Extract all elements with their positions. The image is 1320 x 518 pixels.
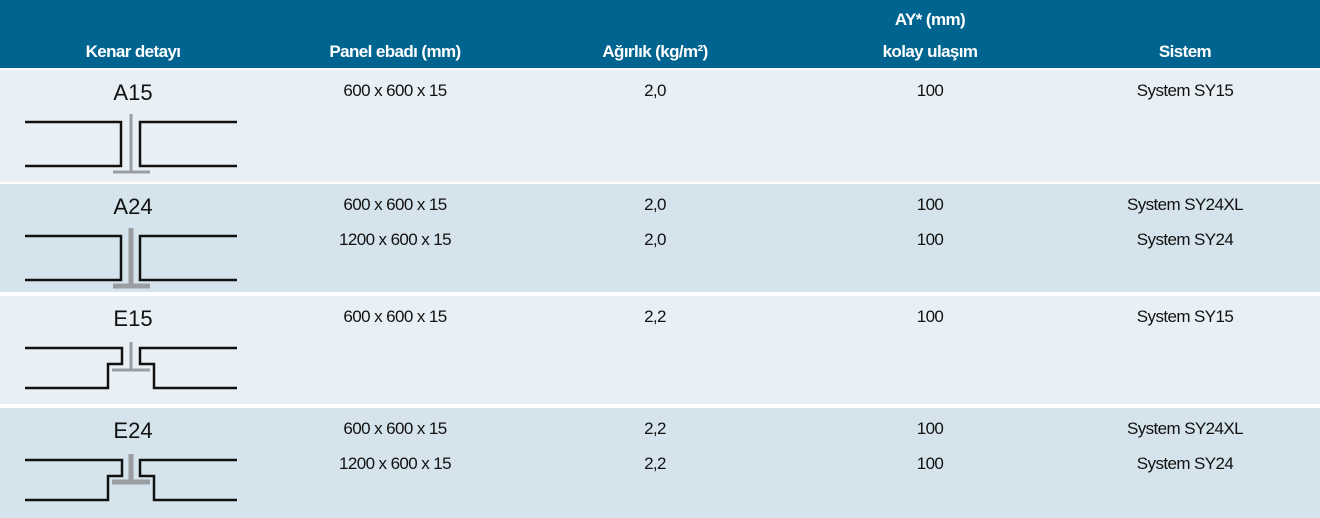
table-row: A24 600 x 600 x 15 2,0 100 System SY24XL 1200… [0,184,1320,292]
header-cell: Kenar detayı [85,42,181,61]
panel-edge [138,346,237,390]
header-cell: AY* (mm) [894,10,966,29]
edge-code: E24 [113,418,153,443]
cell: 2,0 [644,81,666,100]
cell: 100 [916,454,944,473]
edge-profile [25,114,237,174]
edge-profile [25,454,237,502]
edge-code: E15 [113,306,153,331]
table-row: E15 600 x 600 x 15 2,2 100 System SY15 [0,296,1320,404]
panel-edge [25,120,123,168]
header-cell: Sistem [1158,42,1212,61]
panel-edge [25,458,124,502]
cell: 100 [916,419,944,438]
cell: System SY24 [1136,230,1234,249]
cell: 2,0 [644,230,666,249]
cell: 2,2 [644,307,666,326]
edge-code: A24 [113,194,153,219]
edge-profile [25,342,237,390]
cell: 1200 x 600 x 15 [339,230,452,249]
edge-code: A15 [113,80,153,105]
cell: 1200 x 600 x 15 [339,454,452,473]
panel-edge [138,234,237,282]
header-cell: kolay ulaşım [882,42,978,61]
cell: 2,2 [644,419,666,438]
panel-edge [138,120,237,168]
cell: 600 x 600 x 15 [343,307,447,326]
header-cell: Ağırlık (kg/m²) [602,42,708,61]
cell: 100 [916,81,944,100]
cell: System SY15 [1136,307,1234,326]
cell: 600 x 600 x 15 [343,81,447,100]
cell: 2,2 [644,454,666,473]
cell: 600 x 600 x 15 [343,419,447,438]
panel-edge [25,346,124,390]
table-header: Kenar detayı Panel ebadı (mm) Ağırlık (k… [0,0,1320,68]
cell: 100 [916,230,944,249]
cell: System SY24 [1136,454,1234,473]
cell: 2,0 [644,195,666,214]
cell: 100 [916,307,944,326]
cell: 100 [916,195,944,214]
header-cell: Panel ebadı (mm) [329,42,461,61]
cell: System SY15 [1136,81,1234,100]
table-row: E24 600 x 600 x 15 2,2 100 System SY24XL 1200… [0,408,1320,518]
cell: System SY24XL [1127,419,1244,438]
cell: 600 x 600 x 15 [343,195,447,214]
panel-edge [25,234,123,282]
table-row: A15 600 x 600 x 15 2,0 100 System SY15 [0,70,1320,182]
edge-profile [25,228,237,289]
cell: System SY24XL [1127,195,1244,214]
panel-edge [138,458,237,502]
